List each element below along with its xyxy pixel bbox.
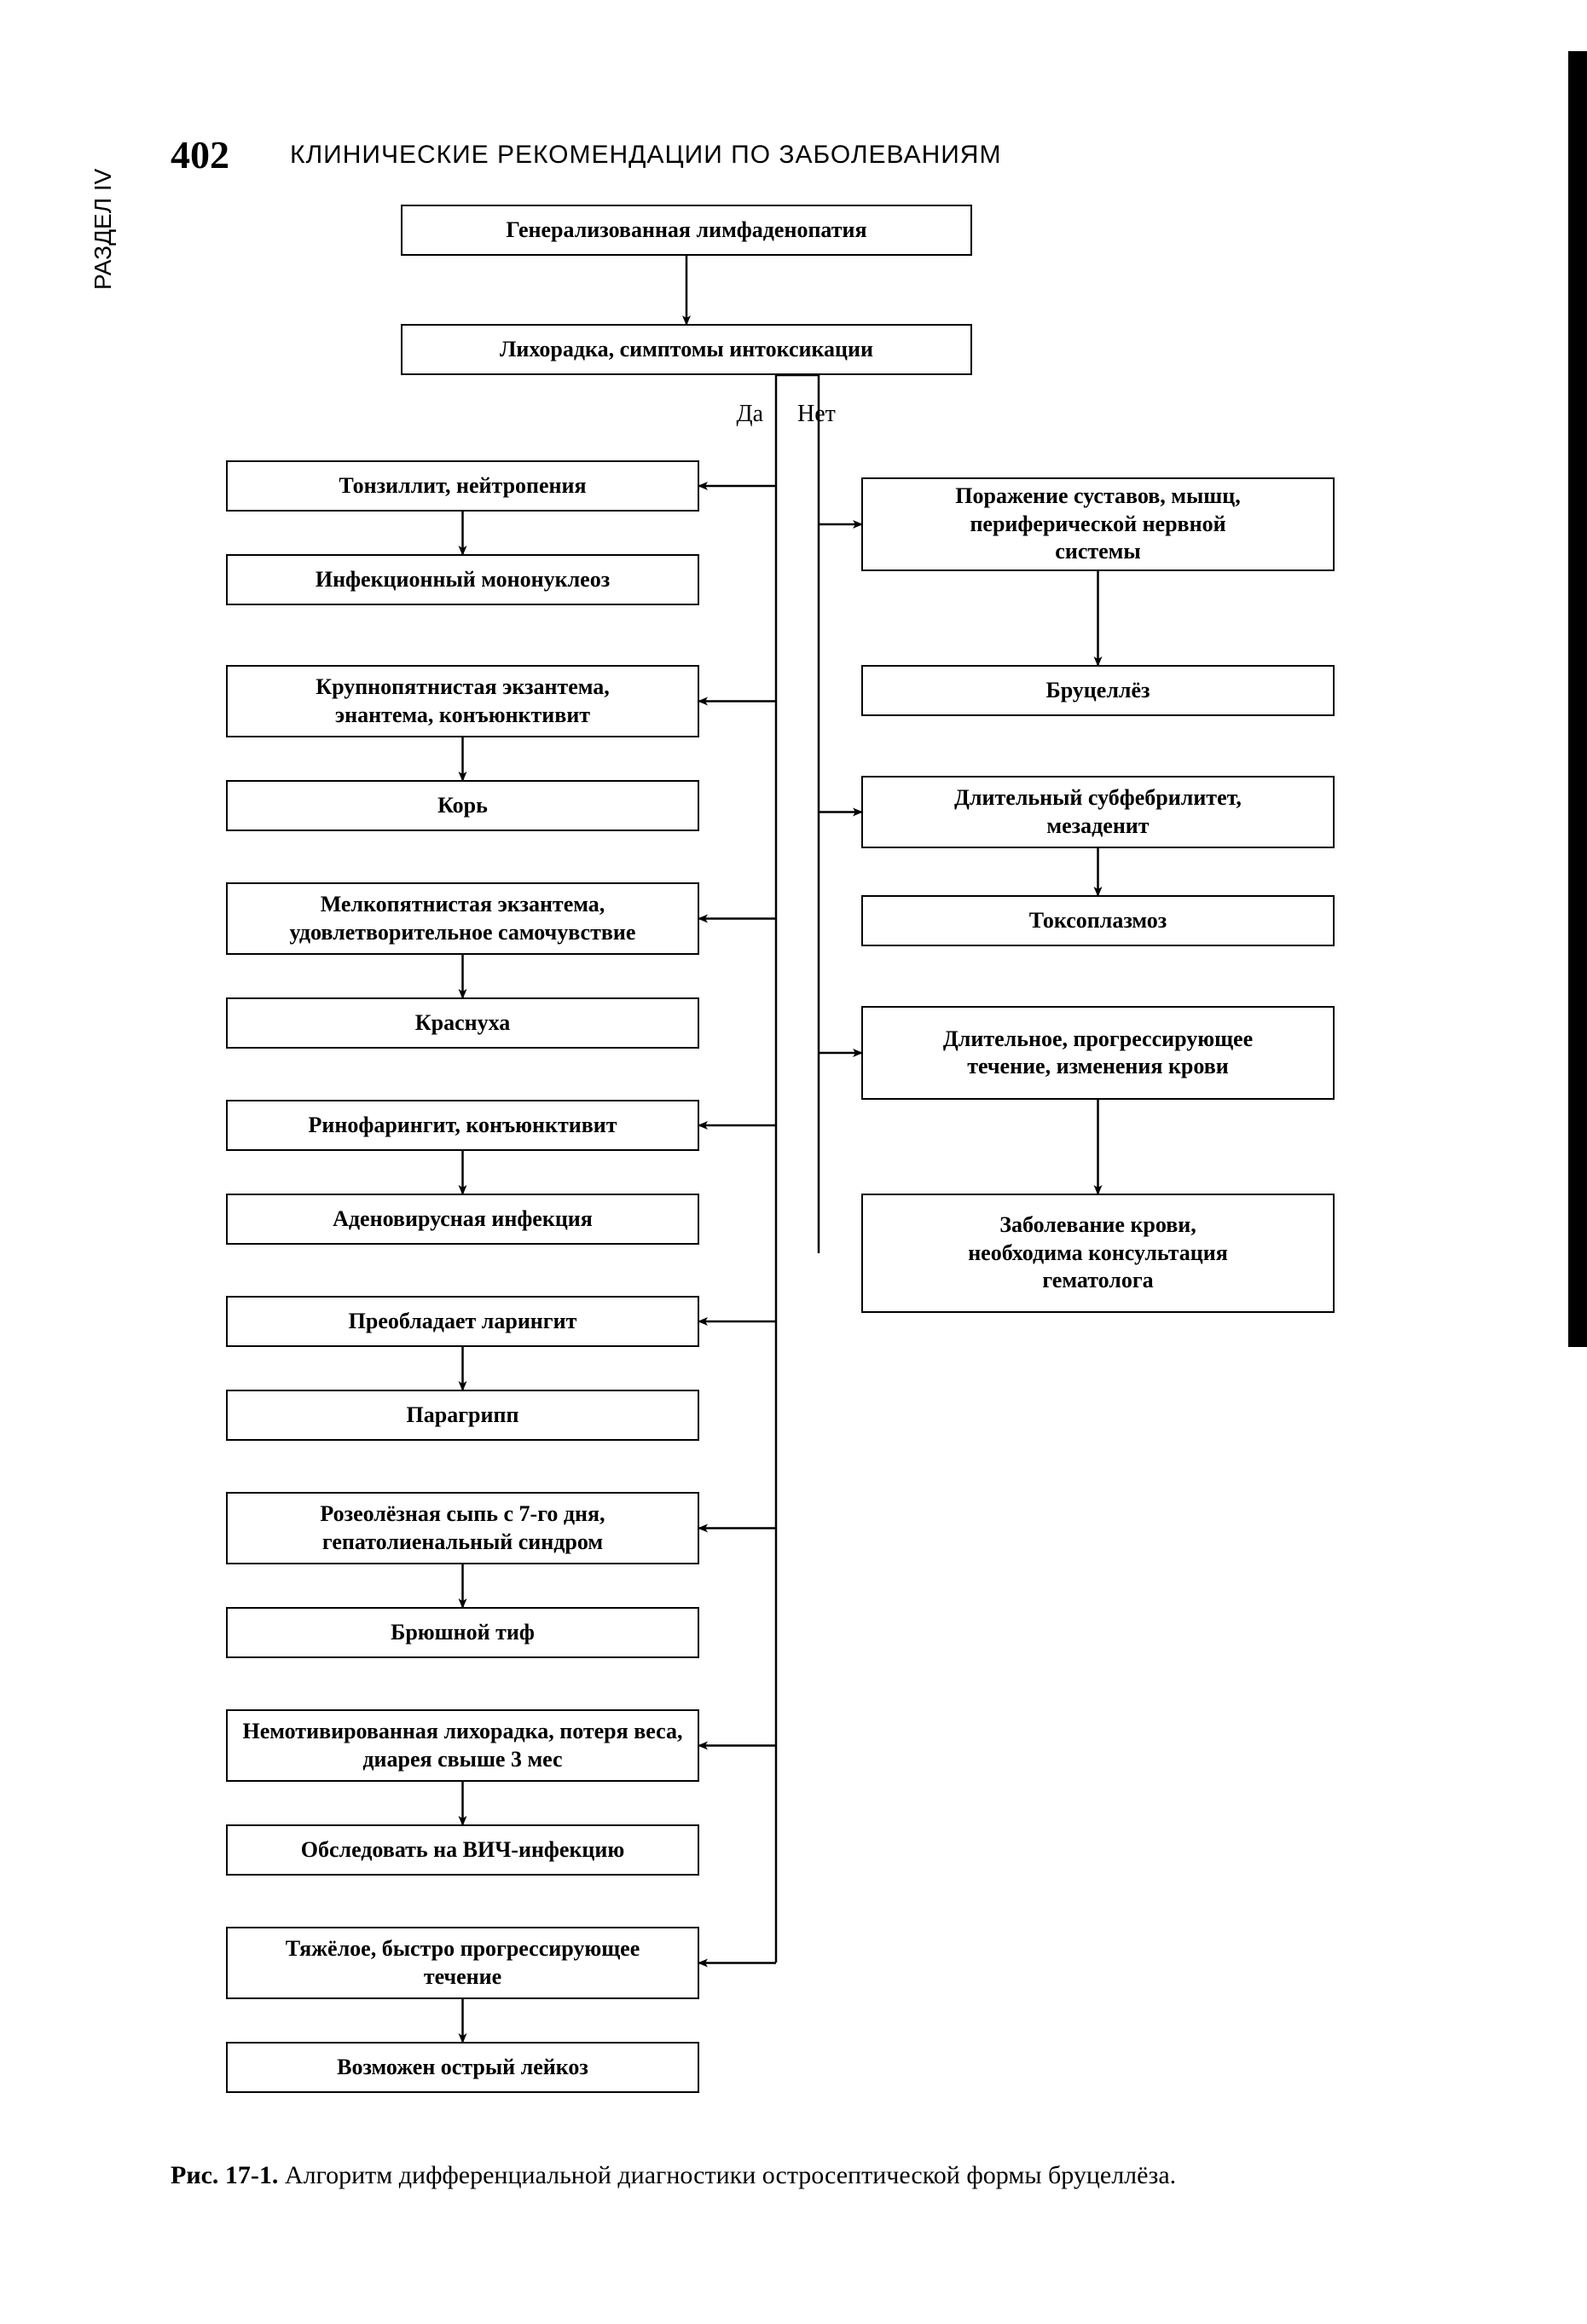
flow-node-l13: Немотивированная лихорадка, потеря веса,… <box>226 1709 699 1782</box>
page-edge-bar <box>1568 51 1587 1347</box>
flow-node-r2: Бруцеллёз <box>861 665 1335 716</box>
page-number: 402 <box>171 132 229 177</box>
flow-node-l15: Тяжёлое, быстро прогрессирующеетечение <box>226 1927 699 1999</box>
flow-node-r4: Токсоплазмоз <box>861 895 1335 946</box>
branch-label-yes: Да <box>729 401 763 428</box>
flow-node-l5: Мелкопятнистая экзантема,удовлетворитель… <box>226 882 699 955</box>
flow-node-l12: Брюшной тиф <box>226 1607 699 1658</box>
flow-node-l16: Возможен острый лейкоз <box>226 2042 699 2093</box>
section-side-label: РАЗДЕЛ IV <box>90 169 117 290</box>
flow-node-l9: Преобладает ларингит <box>226 1296 699 1347</box>
flow-node-l3: Крупнопятнистая экзантема,энантема, конъ… <box>226 665 699 737</box>
flow-node-l11: Розеолёзная сыпь с 7-го дня,гепатолиенал… <box>226 1492 699 1564</box>
flow-node-r6: Заболевание крови,необходима консультаци… <box>861 1194 1335 1313</box>
flow-node-l6: Краснуха <box>226 997 699 1049</box>
branch-label-no: Нет <box>797 401 836 428</box>
flow-node-n1: Генерализованная лимфаденопатия <box>401 205 972 256</box>
flow-node-l7: Ринофарингит, конъюнктивит <box>226 1100 699 1151</box>
figure-caption: Рис. 17-1. Алгоритм дифференциальной диа… <box>171 2161 1450 2190</box>
flow-node-n2: Лихорадка, симптомы интоксикации <box>401 324 972 375</box>
flow-node-l10: Парагрипп <box>226 1390 699 1441</box>
figure-caption-label: Рис. 17-1. <box>171 2161 278 2189</box>
flow-node-r3: Длительный субфебрилитет,мезаденит <box>861 776 1335 848</box>
flow-node-r5: Длительное, прогрессирующеетечение, изме… <box>861 1006 1335 1100</box>
flow-node-l14: Обследовать на ВИЧ-инфекцию <box>226 1824 699 1876</box>
flow-node-r1: Поражение суставов, мышц,периферической … <box>861 477 1335 571</box>
page: 402 КЛИНИЧЕСКИЕ РЕКОМЕНДАЦИИ ПО ЗАБОЛЕВА… <box>0 0 1587 2324</box>
flow-node-l8: Аденовирусная инфекция <box>226 1194 699 1245</box>
figure-caption-text: Алгоритм дифференциальной диагностики ос… <box>285 2161 1176 2189</box>
page-header: КЛИНИЧЕСКИЕ РЕКОМЕНДАЦИИ ПО ЗАБОЛЕВАНИЯМ <box>290 141 1001 170</box>
flow-node-l1: Тонзиллит, нейтропения <box>226 460 699 512</box>
flow-node-l4: Корь <box>226 780 699 831</box>
flow-node-l2: Инфекционный мононуклеоз <box>226 554 699 605</box>
